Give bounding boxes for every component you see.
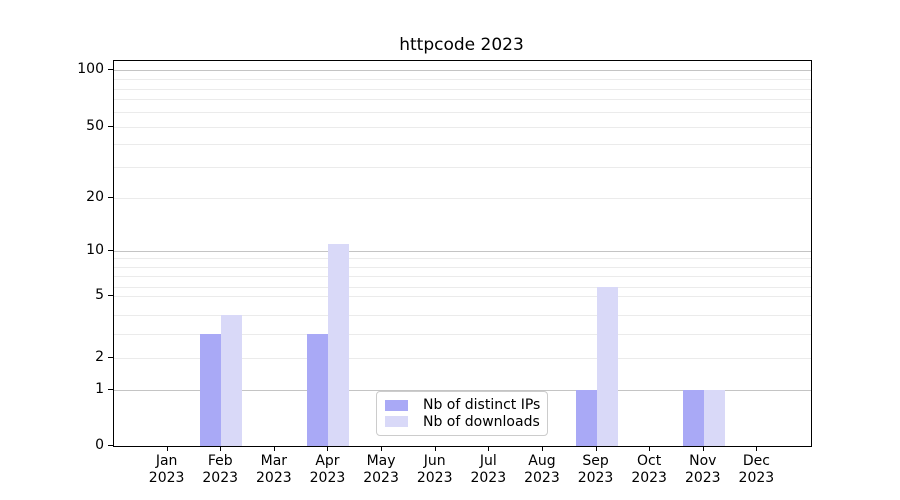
x-tick-mark-may — [381, 446, 383, 451]
bar-apr-distinct-ips — [307, 334, 329, 446]
legend-label-distinct-ips: Nb of distinct IPs — [423, 397, 541, 414]
x-tick-label-aug: Aug 2023 — [524, 453, 560, 486]
gridline-100 — [114, 70, 811, 72]
y-tick-label-2: 2 — [95, 348, 104, 365]
gridline-4 — [114, 314, 811, 316]
x-tick-label-feb: Feb 2023 — [202, 453, 239, 486]
y-tick-mark-2 — [108, 356, 113, 358]
y-tick-mark-100 — [108, 69, 113, 71]
y-tick-mark-1 — [108, 388, 113, 390]
bar-feb-downloads — [221, 314, 243, 446]
x-tick-label-oct: Oct 2023 — [631, 453, 667, 486]
y-tick-label-10: 10 — [86, 242, 104, 258]
x-tick-mark-nov — [702, 446, 704, 451]
x-tick-mark-dec — [756, 446, 758, 451]
legend-label-downloads: Nb of downloads — [423, 413, 540, 430]
legend-swatch-downloads-icon — [385, 416, 408, 428]
x-tick-label-jun: Jun 2023 — [416, 453, 453, 486]
bar-sep-distinct-ips — [575, 389, 597, 446]
x-tick-mark-mar — [273, 446, 275, 451]
bar-nov-distinct-ips — [682, 389, 704, 446]
gridline-30 — [114, 166, 811, 168]
y-tick-mark-50 — [108, 126, 113, 127]
gridline-7 — [114, 275, 811, 277]
gridline-6 — [114, 286, 811, 288]
y-tick-label-0: 0 — [95, 437, 104, 453]
gridline-8 — [114, 266, 811, 268]
gridline-70 — [114, 99, 811, 101]
y-tick-label-100: 100 — [77, 61, 104, 78]
y-tick-mark-20 — [108, 197, 113, 198]
x-tick-label-dec: Dec 2023 — [738, 453, 775, 486]
x-tick-mark-oct — [649, 446, 651, 451]
bar-apr-downloads — [328, 243, 350, 446]
gridline-9 — [114, 258, 811, 260]
x-tick-mark-jan — [166, 446, 168, 451]
x-tick-label-jul: Jul 2023 — [470, 453, 507, 486]
gridline-5 — [114, 295, 811, 297]
x-tick-label-may: May 2023 — [363, 453, 399, 486]
bar-feb-distinct-ips — [200, 334, 222, 446]
x-tick-label-apr: Apr 2023 — [309, 453, 346, 486]
y-tick-mark-10 — [108, 250, 113, 251]
y-tick-label-5: 5 — [95, 286, 104, 303]
y-tick-label-1: 1 — [95, 380, 104, 397]
gridline-60 — [114, 112, 811, 114]
x-tick-label-mar: Mar 2023 — [256, 453, 292, 486]
y-tick-mark-5 — [108, 294, 113, 296]
gridline-40 — [114, 144, 811, 146]
gridline-1 — [114, 389, 811, 391]
plot-area — [113, 60, 812, 447]
x-tick-mark-jun — [434, 446, 436, 451]
legend: Nb of distinct IPs Nb of downloads — [376, 391, 548, 436]
x-tick-mark-jul — [488, 446, 490, 451]
x-tick-mark-sep — [595, 446, 597, 451]
x-tick-mark-feb — [220, 446, 222, 451]
chart-title: httpcode 2023 — [399, 35, 524, 55]
gridline-80 — [114, 88, 811, 90]
legend-item-distinct-ips: Nb of distinct IPs — [385, 397, 541, 414]
x-tick-mark-apr — [327, 446, 329, 451]
gridline-10 — [114, 251, 811, 252]
x-tick-label-jan: Jan 2023 — [148, 453, 185, 486]
y-tick-mark-0 — [108, 445, 113, 446]
legend-swatch-distinct-ips-icon — [385, 399, 408, 411]
gridline-50 — [114, 127, 811, 128]
gridline-20 — [114, 198, 811, 199]
x-tick-label-sep: Sep 2023 — [577, 453, 614, 486]
gridline-90 — [114, 78, 811, 80]
legend-item-downloads: Nb of downloads — [385, 413, 540, 431]
y-tick-label-50: 50 — [86, 118, 104, 134]
gridline-2 — [114, 357, 811, 359]
bar-nov-downloads — [703, 389, 725, 446]
bar-sep-downloads — [596, 286, 618, 446]
x-tick-mark-aug — [541, 446, 543, 451]
y-tick-label-20: 20 — [86, 189, 104, 205]
gridline-3 — [114, 334, 811, 335]
x-tick-label-nov: Nov 2023 — [684, 453, 721, 486]
